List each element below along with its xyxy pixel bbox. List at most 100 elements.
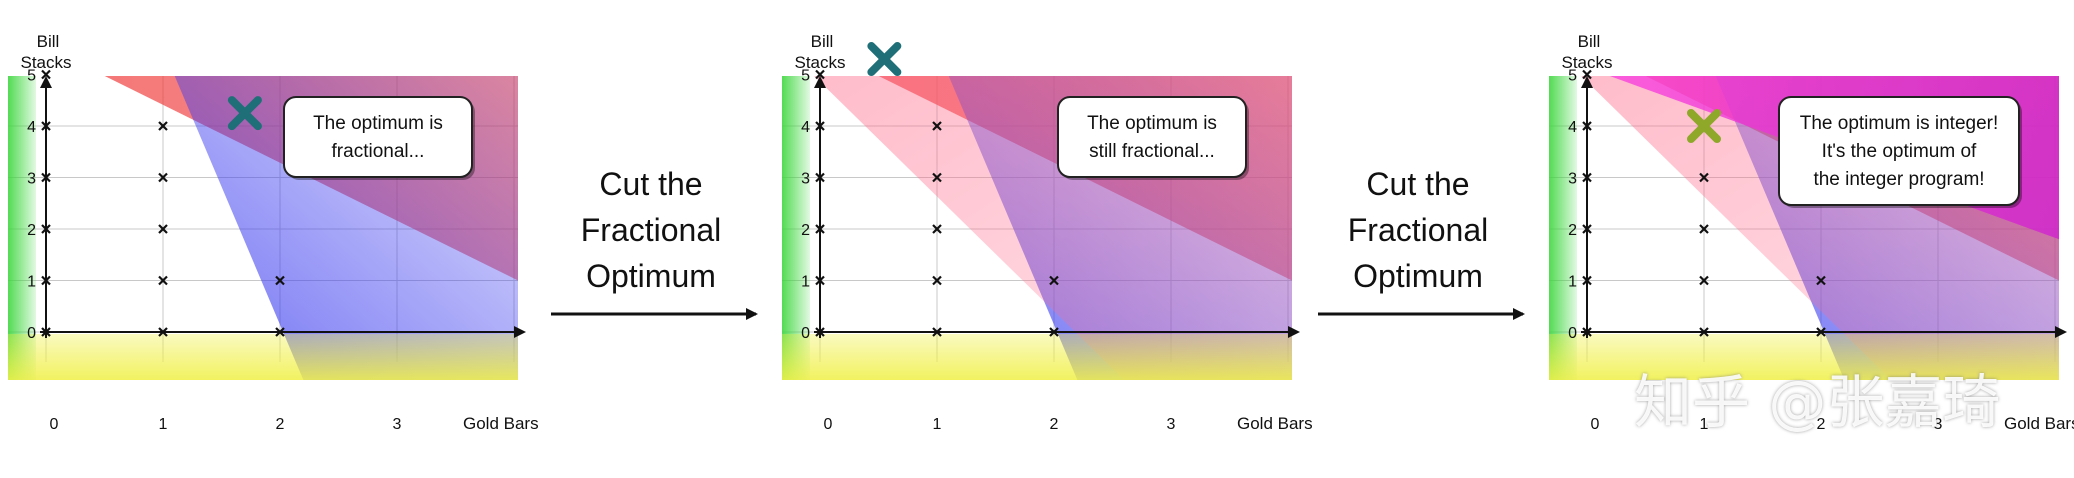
integer-point xyxy=(932,275,942,286)
integer-point xyxy=(1582,275,1592,286)
bubble-text: fractional... xyxy=(332,141,425,162)
plot-area xyxy=(782,76,1292,380)
bubble-text: The optimum is integer! xyxy=(1800,113,1999,134)
integer-point xyxy=(815,327,825,337)
integer-point xyxy=(1582,69,1592,80)
y-tick-label: 4 xyxy=(801,119,810,136)
y-tick-label: 1 xyxy=(801,274,810,291)
y-tick-label: 3 xyxy=(1568,171,1577,188)
integer-point xyxy=(41,327,51,337)
panel-2: Bill Stacks Gold Bars 0 1 2 3 0 1 2 3 4 5 The optimum… xyxy=(782,32,1313,433)
arrow-label: Optimum xyxy=(586,258,716,294)
integer-point xyxy=(158,121,168,131)
integer-point xyxy=(158,172,168,183)
speech-bubble: The optimum is fractional... xyxy=(283,96,475,180)
integer-point xyxy=(1816,327,1826,337)
cut-arrow-2: Cut the Fractional Optimum xyxy=(1318,166,1525,320)
integer-point xyxy=(815,121,825,131)
arrow-label: Fractional xyxy=(581,212,722,248)
integer-point xyxy=(1699,172,1709,183)
bubble-text: The optimum is xyxy=(313,113,443,134)
y-tick-label: 3 xyxy=(27,171,36,188)
x-axis-label: Gold Bars xyxy=(2004,414,2074,433)
y-tick-label: 5 xyxy=(27,68,36,85)
integer-point xyxy=(41,172,51,183)
integer-point xyxy=(1816,275,1826,286)
nonneg-band-x xyxy=(1549,76,1577,380)
x-tick-label: 0 xyxy=(1591,416,1600,433)
plot-area xyxy=(8,76,518,380)
integer-point xyxy=(1699,224,1709,234)
integer-point xyxy=(1582,224,1592,234)
integer-point xyxy=(158,224,168,234)
integer-point xyxy=(815,224,825,234)
y-axis-label: Bill xyxy=(811,32,834,51)
arrow-label: Cut the xyxy=(599,166,702,202)
integer-point xyxy=(1582,172,1592,183)
integer-point xyxy=(1699,327,1709,337)
speech-bubble: The optimum is integer! It's the optimum … xyxy=(1778,96,2022,208)
integer-point xyxy=(158,327,168,337)
integer-point xyxy=(815,275,825,286)
x-tick-label: 2 xyxy=(1050,416,1059,433)
x-tick-label: 3 xyxy=(1167,416,1176,433)
y-tick-label: 4 xyxy=(27,119,36,136)
integer-point xyxy=(41,224,51,234)
y-tick-label: 2 xyxy=(27,222,36,239)
integer-point xyxy=(1699,275,1709,286)
nonneg-band-x xyxy=(8,76,36,380)
cut-arrow-1: Cut the Fractional Optimum xyxy=(551,166,758,320)
speech-bubble: The optimum is still fractional... xyxy=(1057,96,1249,180)
x-tick-label: 2 xyxy=(276,416,285,433)
optimum-marker xyxy=(1687,109,1721,143)
nonneg-band-y xyxy=(1549,334,2059,380)
integer-point xyxy=(932,327,942,337)
y-axis-label: Stacks xyxy=(20,53,71,72)
bubble-text: The optimum is xyxy=(1087,113,1217,134)
x-tick-label: 0 xyxy=(50,416,59,433)
integer-point xyxy=(158,275,168,286)
integer-point xyxy=(1049,275,1059,286)
y-axis-label: Stacks xyxy=(1561,53,1612,72)
integer-point xyxy=(815,69,825,80)
x-axis-label: Gold Bars xyxy=(1237,414,1313,433)
y-tick-label: 3 xyxy=(801,171,810,188)
nonneg-band-y xyxy=(8,334,518,380)
integer-point xyxy=(41,121,51,131)
nonneg-band-x xyxy=(782,76,810,380)
bubble-text: the integer program! xyxy=(1813,169,1984,190)
arrow-label: Optimum xyxy=(1353,258,1483,294)
integer-point xyxy=(932,172,942,183)
y-axis-label: Bill xyxy=(37,32,60,51)
arrow-label: Fractional xyxy=(1348,212,1489,248)
y-tick-label: 0 xyxy=(1568,325,1577,342)
integer-point xyxy=(932,121,942,131)
y-tick-label: 5 xyxy=(801,68,810,85)
integer-point xyxy=(932,224,942,234)
x-axis-label: Gold Bars xyxy=(463,414,539,433)
x-tick-label: 3 xyxy=(393,416,402,433)
integer-point xyxy=(815,172,825,183)
x-tick-label: 2 xyxy=(1817,416,1826,433)
y-tick-label: 2 xyxy=(1568,222,1577,239)
optimum-marker xyxy=(867,42,902,77)
x-tick-label: 3 xyxy=(1934,416,1943,433)
integer-point xyxy=(1582,327,1592,337)
nonneg-band-y xyxy=(782,334,1292,380)
integer-point xyxy=(41,69,51,80)
panel-1: Bill Stacks Gold Bars 0 1 2 3 0 1 2 3 4 5 The optimum… xyxy=(8,32,539,433)
integer-point xyxy=(1049,327,1059,337)
y-tick-label: 5 xyxy=(1568,68,1577,85)
y-tick-label: 2 xyxy=(801,222,810,239)
integer-point xyxy=(41,275,51,286)
x-tick-label: 0 xyxy=(824,416,833,433)
y-axis-label: Bill xyxy=(1578,32,1601,51)
y-tick-label: 0 xyxy=(801,325,810,342)
integer-point xyxy=(275,327,285,337)
panel-3: Bill Stacks Gold Bars 0 1 2 3 0 1 2 3 4 5 The optimum… xyxy=(1549,32,2074,433)
integer-point xyxy=(275,275,285,286)
y-tick-label: 1 xyxy=(27,274,36,291)
x-tick-label: 1 xyxy=(933,416,942,433)
y-axis-label: Stacks xyxy=(794,53,845,72)
